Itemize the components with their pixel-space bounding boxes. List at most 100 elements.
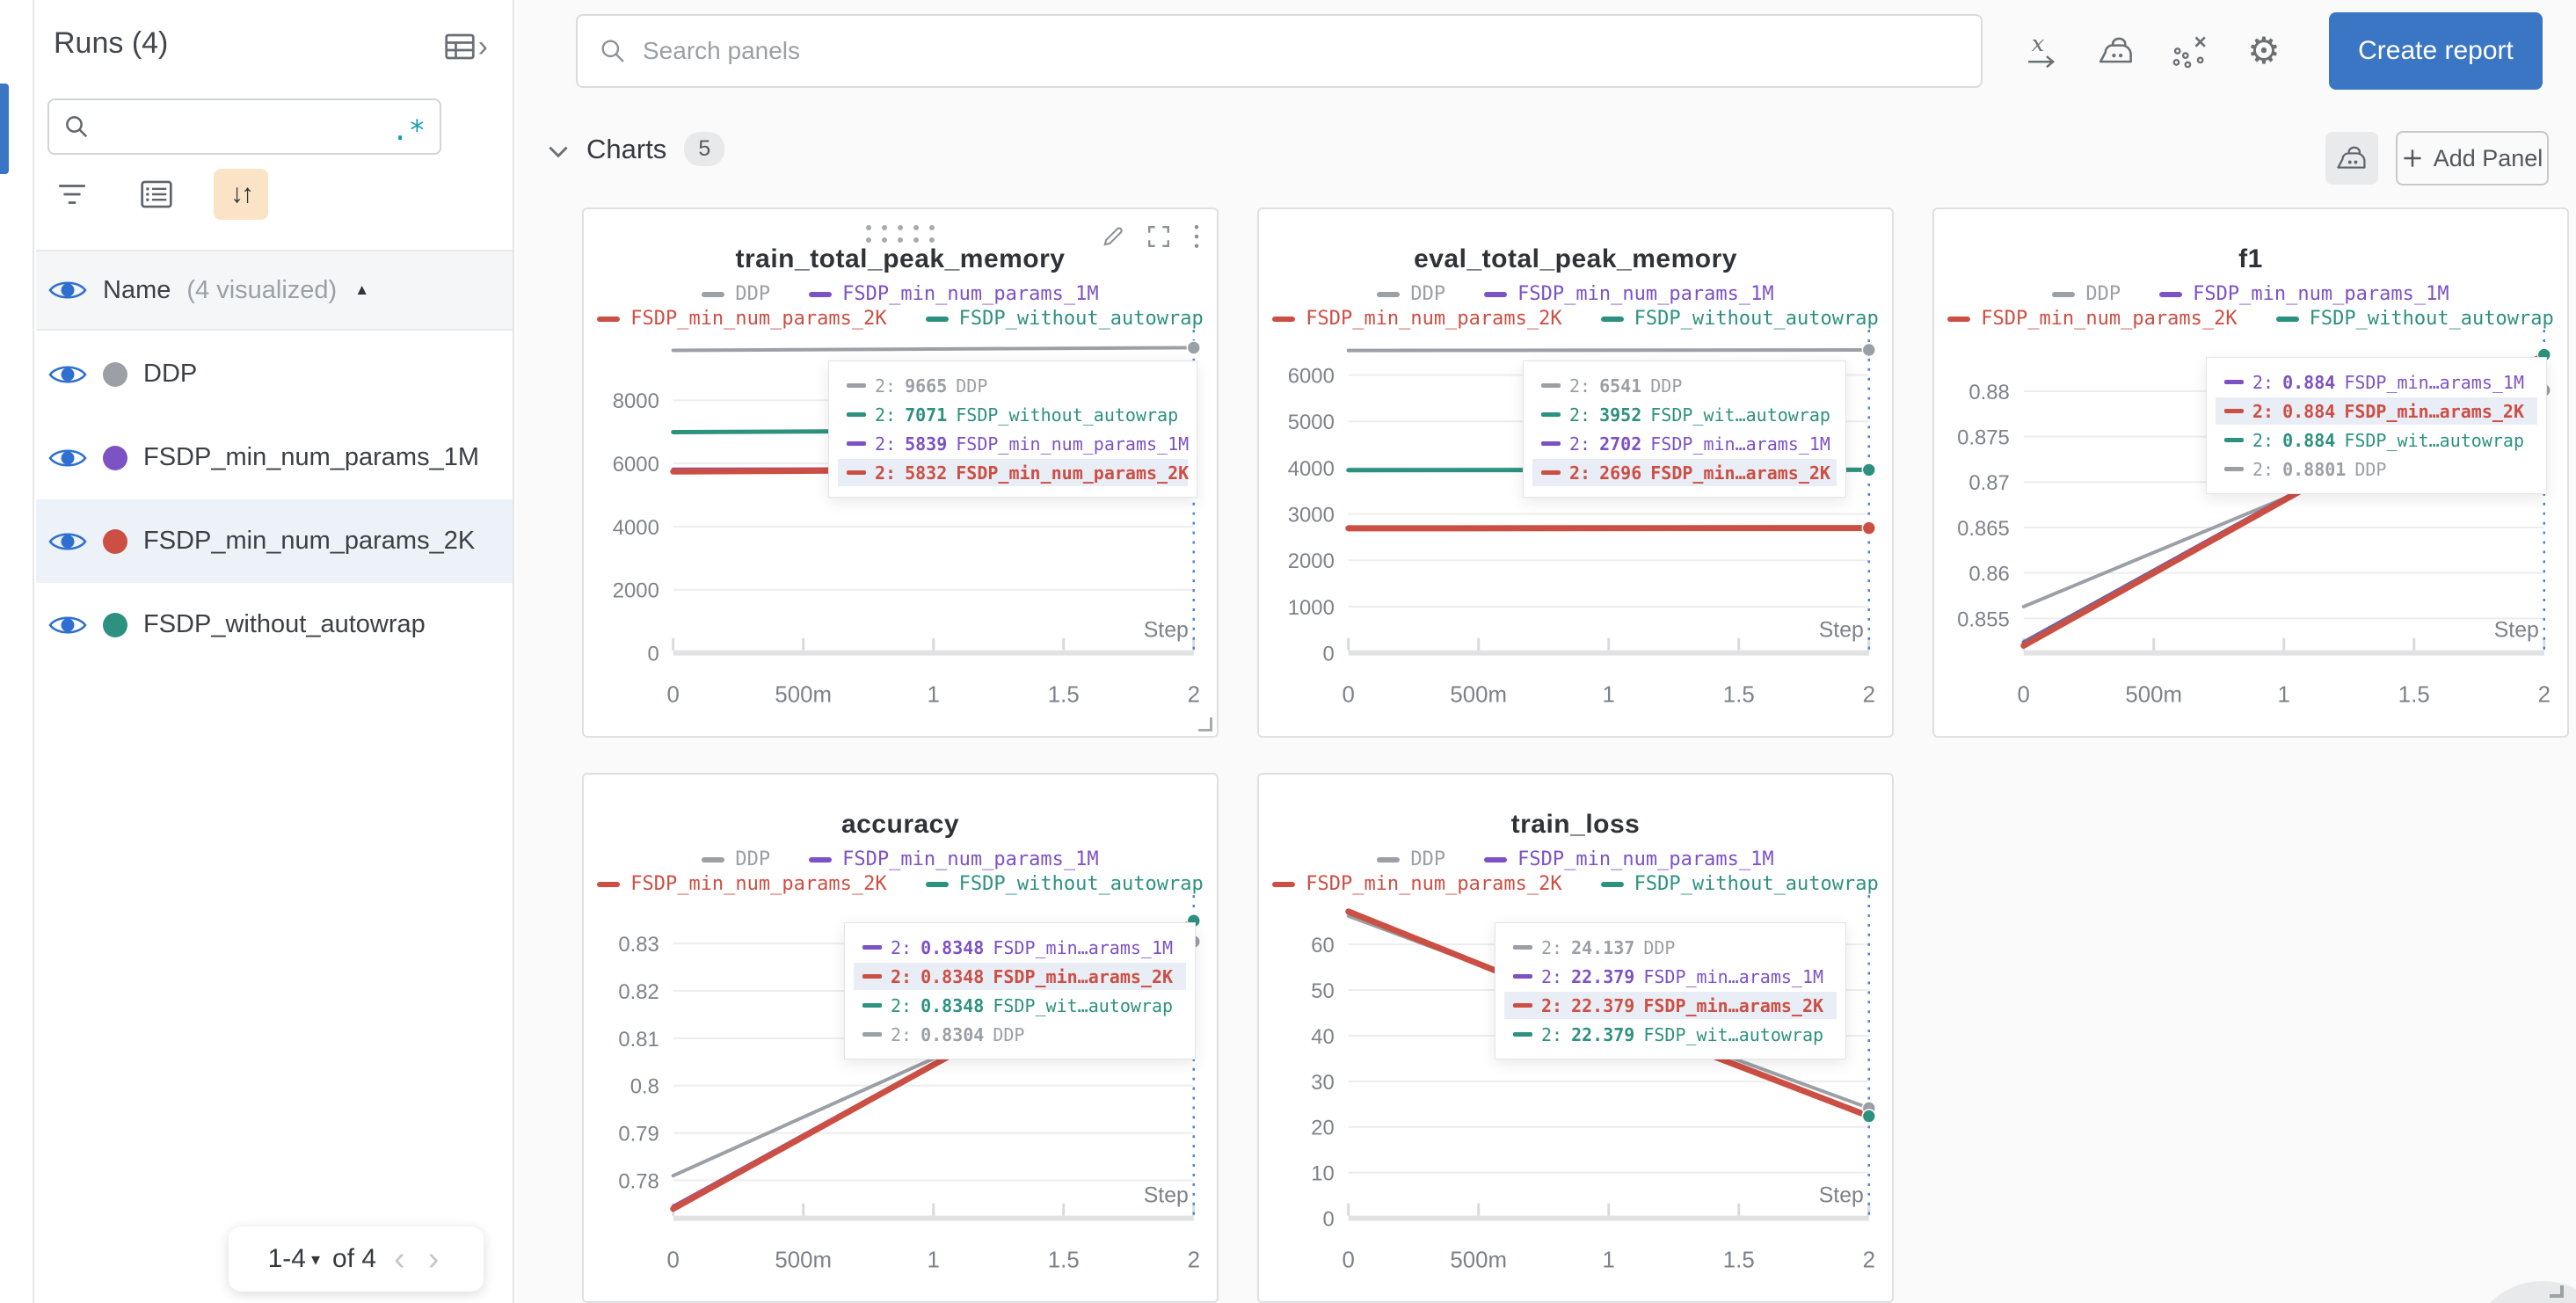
prev-page-button[interactable]: ‹ — [394, 1241, 405, 1278]
page-resize-handle-icon — [2550, 1285, 2564, 1298]
sort-button[interactable]: ↓↑ — [214, 169, 268, 220]
regex-toggle[interactable]: .* — [391, 113, 426, 148]
create-report-button[interactable]: Create report — [2329, 12, 2543, 90]
runs-pagination: 1-4 ▾ of 4 ‹ › — [229, 1227, 484, 1292]
legend-item[interactable]: FSDP_without_autowrap — [925, 308, 1204, 330]
run-list-item[interactable]: FSDP_min_num_params_2K — [36, 499, 513, 583]
legend-item[interactable]: DDP — [1377, 848, 1445, 870]
svg-text:2: 2 — [1863, 1248, 1875, 1272]
page-range-dropdown[interactable]: 1-4 ▾ — [268, 1244, 320, 1274]
caret-down-icon: ▾ — [310, 1249, 321, 1270]
tooltip-run-name: FSDP_wit…autowrap — [1643, 1023, 1824, 1045]
chart-panel: accuracy DDP FSDP_min_num_params_1M FSDP_m… — [582, 773, 1219, 1303]
chart-panel: train_total_peak_memory DDP FSDP_min_num_… — [582, 207, 1219, 738]
tooltip-step: 2: — [875, 433, 897, 455]
chevron-right-icon: › — [477, 30, 488, 63]
svg-text:3000: 3000 — [1288, 504, 1335, 528]
left-nav-rail — [0, 0, 34, 1303]
sort-ascending-icon[interactable]: ▲ — [354, 281, 370, 298]
legend-swatch — [925, 881, 949, 887]
visibility-all-eye-icon[interactable] — [48, 277, 87, 303]
x-axis-settings-button[interactable]: x — [2019, 28, 2065, 74]
tooltip-value: 5832 — [905, 462, 948, 484]
legend-item[interactable]: FSDP_without_autowrap — [1600, 873, 1879, 895]
tooltip-swatch — [1513, 945, 1532, 950]
run-list-item[interactable]: DDP — [36, 332, 513, 416]
filter-button[interactable] — [45, 169, 99, 220]
tooltip-row: 2: 0.8348 FSDP_wit…autowrap — [854, 992, 1186, 1019]
legend-item[interactable]: FSDP_without_autowrap — [925, 873, 1204, 895]
tooltip-step: 2: — [1569, 433, 1591, 455]
section-smoothing-button[interactable] — [2325, 132, 2378, 185]
legend-item[interactable]: FSDP_min_num_params_2K — [1947, 308, 2238, 330]
kebab-menu-icon[interactable] — [1192, 223, 1201, 250]
smoothing-iron-button[interactable] — [2093, 28, 2139, 74]
legend-item[interactable]: FSDP_without_autowrap — [2275, 308, 2554, 330]
outliers-scatter-button[interactable] — [2167, 28, 2213, 74]
legend-item[interactable]: FSDP_without_autowrap — [1600, 308, 1879, 330]
legend-run-name: FSDP_min_num_params_2K — [630, 873, 887, 895]
add-panel-button[interactable]: Add Panel — [2396, 131, 2549, 186]
run-visibility-eye-icon[interactable] — [48, 612, 87, 638]
tooltip-run-name: FSDP_min…arams_1M — [1650, 433, 1830, 455]
svg-text:0: 0 — [1343, 1248, 1355, 1272]
run-list-item[interactable]: FSDP_min_num_params_1M — [36, 416, 513, 499]
run-visibility-eye-icon[interactable] — [48, 445, 87, 471]
sidebar-divider — [36, 250, 513, 251]
settings-gear-button[interactable]: ⚙ — [2241, 28, 2287, 74]
panels-search-input[interactable] — [643, 37, 1960, 65]
legend-item[interactable]: FSDP_min_num_params_2K — [1272, 308, 1562, 330]
legend-swatch — [1484, 291, 1508, 297]
tooltip-swatch — [847, 412, 866, 417]
search-icon — [599, 37, 627, 65]
run-visibility-eye-icon[interactable] — [48, 528, 87, 555]
svg-text:0.855: 0.855 — [1957, 608, 2010, 631]
legend-item[interactable]: DDP — [702, 848, 770, 870]
runs-table-toggle-button[interactable]: › — [445, 32, 488, 62]
svg-text:0: 0 — [667, 682, 680, 707]
run-visibility-eye-icon[interactable] — [48, 361, 87, 388]
legend-item[interactable]: FSDP_min_num_params_1M — [809, 283, 1099, 305]
drag-handle-icon[interactable] — [866, 225, 935, 243]
svg-text:0.79: 0.79 — [618, 1123, 659, 1146]
tooltip-step: 2: — [1569, 375, 1591, 397]
legend-item[interactable]: DDP — [2052, 283, 2121, 305]
svg-text:1000: 1000 — [1288, 596, 1335, 620]
legend-item[interactable]: FSDP_min_num_params_1M — [2159, 283, 2449, 305]
legend-item[interactable]: FSDP_min_num_params_2K — [597, 308, 887, 330]
run-name: FSDP_min_num_params_2K — [143, 527, 476, 555]
legend-item[interactable]: DDP — [1377, 283, 1445, 305]
next-page-button[interactable]: › — [427, 1241, 440, 1278]
svg-text:6000: 6000 — [1288, 364, 1335, 388]
svg-text:1: 1 — [2278, 682, 2290, 707]
chevron-down-icon[interactable] — [548, 140, 569, 158]
tooltip-value: 0.8304 — [921, 1023, 985, 1045]
table-icon — [445, 33, 475, 60]
run-list-item[interactable]: FSDP_without_autowrap — [36, 583, 513, 666]
legend-item[interactable]: DDP — [702, 283, 770, 305]
tooltip-row: 2: 22.379 FSDP_min…arams_2K — [1504, 992, 1837, 1019]
legend-run-name: DDP — [735, 283, 771, 305]
chart-title: train_loss — [1510, 810, 1641, 839]
fullscreen-icon[interactable] — [1146, 224, 1171, 249]
tooltip-row: 2: 0.884 FSDP_min…arams_2K — [2216, 397, 2537, 425]
legend-item[interactable]: FSDP_min_num_params_1M — [1484, 848, 1774, 870]
group-list-button[interactable] — [129, 169, 184, 220]
legend-item[interactable]: FSDP_min_num_params_1M — [809, 848, 1099, 870]
edit-pencil-icon[interactable] — [1101, 224, 1125, 249]
legend-item[interactable]: FSDP_min_num_params_1M — [1484, 283, 1774, 305]
svg-text:2: 2 — [1863, 682, 1875, 707]
legend-swatch — [925, 316, 949, 322]
tooltip-value: 0.884 — [2282, 400, 2336, 422]
tooltip-run-name: DDP — [956, 375, 988, 397]
tooltip-swatch — [1541, 412, 1561, 417]
tooltip-row: 2: 5832 FSDP_min_num_params_2K — [838, 459, 1189, 486]
runs-search-input[interactable] — [102, 113, 380, 141]
page-range-label: 1-4 — [267, 1244, 306, 1273]
svg-text:1.5: 1.5 — [1723, 1248, 1755, 1272]
svg-text:1: 1 — [928, 1248, 940, 1272]
tooltip-value: 0.884 — [2282, 429, 2336, 451]
legend-item[interactable]: FSDP_min_num_params_2K — [597, 873, 887, 895]
panel-resize-handle[interactable] — [1198, 717, 1212, 732]
legend-item[interactable]: FSDP_min_num_params_2K — [1272, 873, 1562, 895]
